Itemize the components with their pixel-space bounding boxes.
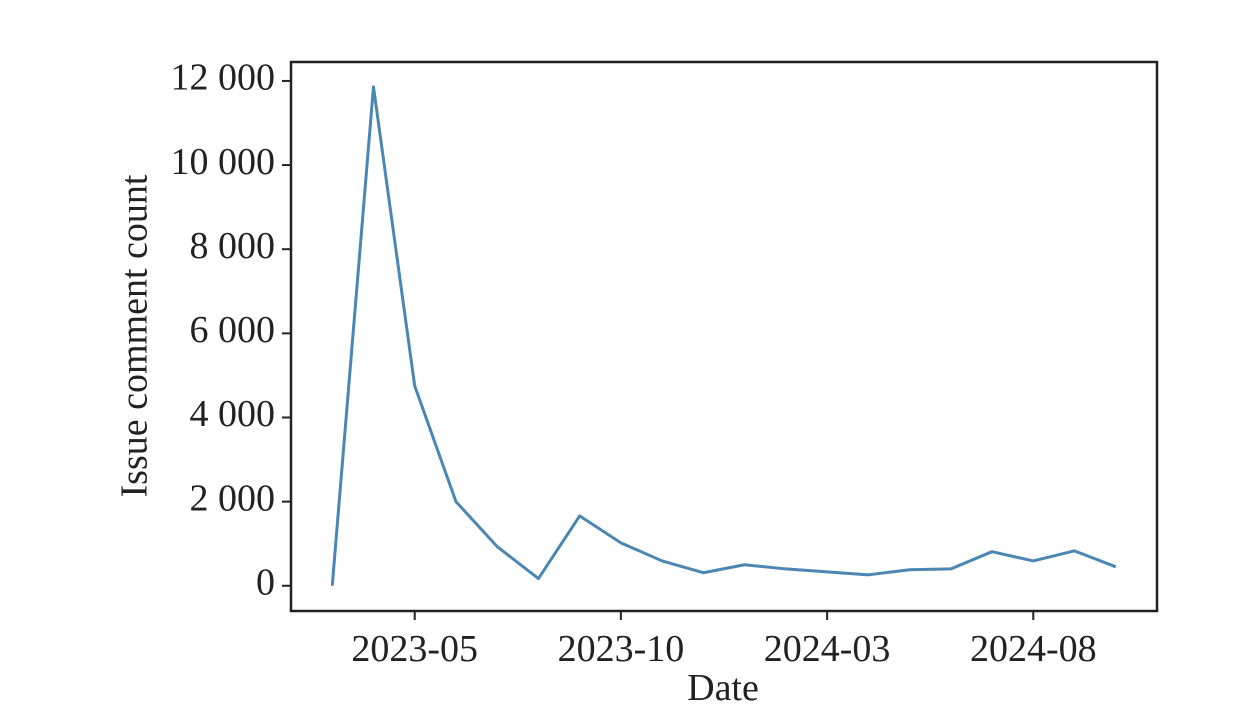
data-line [330, 85, 1117, 586]
x-tick-label: 2023-05 [351, 628, 478, 670]
y-tick-label: 10 000 [171, 141, 276, 183]
y-tick-label: 0 [256, 561, 275, 603]
x-tick-label: 2024-03 [764, 628, 891, 670]
y-tick-label: 2 000 [190, 477, 276, 519]
y-tick-label: 12 000 [171, 57, 276, 99]
x-tick-label: 2023-10 [558, 628, 685, 670]
x-tick-label: 2024-08 [970, 628, 1097, 670]
y-tick-label: 4 000 [190, 393, 276, 435]
y-tick-label: 6 000 [190, 309, 276, 351]
x-axis-label: Date [687, 667, 759, 709]
y-tick-label: 8 000 [190, 225, 276, 267]
plot-frame [289, 60, 1159, 613]
y-axis-label: Issue comment count [114, 174, 156, 497]
